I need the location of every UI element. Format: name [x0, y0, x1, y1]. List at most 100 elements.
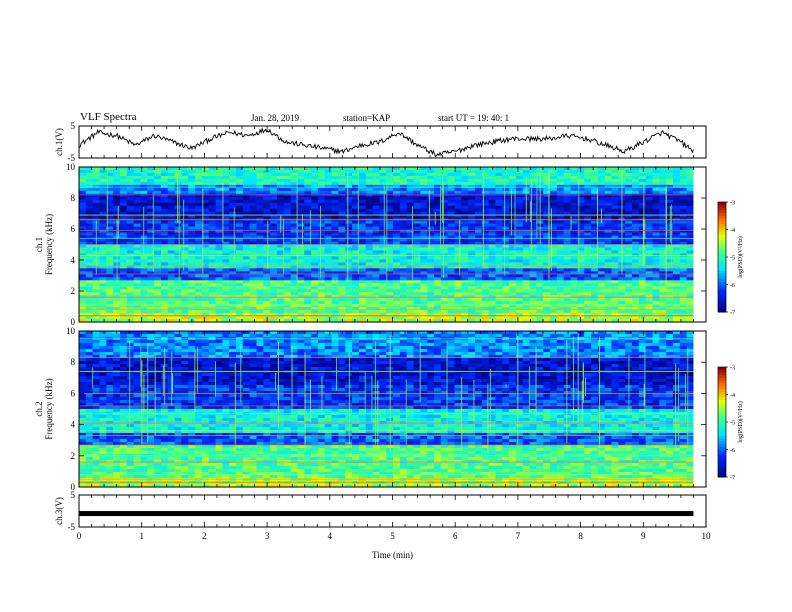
heatmap-cell [488, 169, 497, 174]
heatmap-cell [331, 319, 340, 323]
heatmap-cell [570, 262, 578, 266]
heatmap-cell [331, 196, 340, 201]
heatmap-cell [420, 238, 428, 243]
heatmap-cell [195, 262, 203, 266]
heatmap-cell [365, 283, 374, 287]
heatmap-cell [229, 280, 237, 284]
heatmap-cell [229, 289, 237, 293]
heatmap-cell [474, 196, 483, 201]
heatmap-cell [597, 181, 606, 186]
heatmap-cell [147, 271, 155, 275]
heatmap-cell [550, 238, 558, 243]
heatmap-cell [481, 187, 490, 192]
heatmap-cell [625, 277, 633, 281]
heatmap-cell [126, 211, 135, 216]
heatmap-cell [393, 310, 401, 314]
heatmap-cell [468, 241, 476, 246]
heatmap-cell [611, 220, 619, 225]
heatmap-cell [481, 178, 490, 183]
heatmap-cell [577, 304, 585, 308]
heatmap-cell [304, 271, 312, 275]
heatmap-cell [345, 238, 353, 243]
heatmap-cell [99, 310, 107, 314]
heatmap-cell [536, 262, 544, 266]
heatmap-cell [133, 250, 142, 255]
heatmap-cell [147, 265, 155, 269]
heatmap-cell [331, 301, 340, 305]
heatmap-cell [420, 316, 428, 320]
heatmap-cell [577, 205, 585, 210]
heatmap-cell [358, 202, 367, 207]
heatmap-cell [174, 184, 183, 189]
heatmap-cell [283, 169, 292, 174]
heatmap-cell [276, 175, 285, 180]
heatmap-cell [79, 167, 87, 171]
heatmap-cell [304, 313, 312, 317]
heatmap-cell [236, 259, 244, 263]
heatmap-cell [79, 205, 87, 210]
heatmap-cell [420, 298, 428, 302]
heatmap-cell [632, 235, 640, 240]
heatmap-cell [188, 307, 196, 311]
heatmap-cell [420, 310, 428, 314]
heatmap-cell [365, 190, 374, 195]
heatmap-cell [208, 304, 217, 308]
heatmap-cell [474, 274, 483, 278]
heatmap-cell [229, 271, 237, 275]
heatmap-cell [106, 229, 114, 234]
heatmap-cell [317, 238, 326, 243]
heatmap-cell [372, 187, 381, 192]
heatmap-cell [106, 181, 114, 186]
heatmap-cell [536, 247, 544, 252]
heatmap-cell [563, 316, 572, 320]
heatmap-cell [543, 286, 551, 290]
heatmap-cell [393, 274, 401, 278]
heatmap-cell [543, 208, 551, 213]
heatmap-cell [133, 319, 142, 323]
heatmap-cell [481, 172, 490, 177]
heatmap-cell [188, 259, 196, 263]
heatmap-cell [140, 283, 148, 287]
heatmap-cell [79, 286, 87, 290]
heatmap-cell [638, 280, 647, 284]
heatmap-cell [229, 172, 237, 177]
heatmap-cell [604, 196, 613, 201]
heatmap-cell [515, 178, 524, 183]
heatmap-cell [611, 229, 619, 234]
heatmap-cell [509, 184, 517, 189]
heatmap-cell [440, 271, 449, 275]
heatmap-cell [406, 316, 415, 320]
heatmap-cell [570, 208, 578, 213]
heatmap-cell [133, 187, 142, 192]
heatmap-cell [85, 208, 94, 213]
heatmap-cell [454, 238, 462, 243]
heatmap-cell [256, 274, 264, 278]
heatmap-cell [570, 232, 578, 237]
heatmap-cell [420, 265, 428, 269]
heatmap-cell [276, 238, 285, 243]
heatmap-cell [515, 205, 524, 210]
heatmap-cell [215, 286, 223, 290]
heatmap-cell [604, 205, 613, 210]
heatmap-cell [311, 316, 319, 320]
heatmap-cell [276, 181, 285, 186]
heatmap-cell [625, 244, 633, 249]
heatmap-cell [481, 247, 490, 252]
heatmap-cell [99, 244, 107, 249]
heatmap-cell [195, 226, 203, 231]
heatmap-cell [440, 172, 449, 177]
heatmap-cell [584, 202, 592, 207]
heatmap-cell [229, 196, 237, 201]
heatmap-cell [461, 256, 469, 260]
heatmap-cell [352, 256, 360, 260]
heatmap-cell [556, 313, 565, 317]
heatmap-cell [529, 214, 538, 219]
heatmap-cell [201, 229, 210, 234]
heatmap-cell [474, 181, 483, 186]
heatmap-cell [283, 202, 292, 207]
heatmap-cell [625, 247, 633, 252]
heatmap-cell [85, 250, 94, 255]
heatmap-cell [591, 256, 599, 260]
heatmap-cell [413, 205, 421, 210]
heatmap-cell [270, 205, 278, 210]
